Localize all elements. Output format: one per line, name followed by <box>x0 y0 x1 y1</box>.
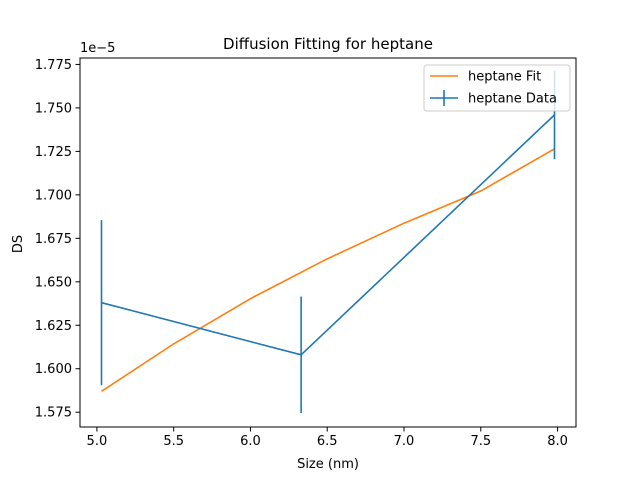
series-line-1 <box>101 114 556 356</box>
x-tick-label: 7.0 <box>394 434 415 449</box>
y-tick-label: 1.775 <box>35 58 72 73</box>
chart-title: Diffusion Fitting for heptane <box>223 35 433 53</box>
y-tick-label: 1.600 <box>35 362 72 377</box>
y-tick-label: 1.650 <box>35 275 72 290</box>
x-tick-label: 5.0 <box>87 434 108 449</box>
x-tick-label: 7.5 <box>470 434 491 449</box>
legend-label: heptane Fit <box>468 70 541 85</box>
y-offset-label: 1e−5 <box>80 41 115 56</box>
y-tick-label: 1.675 <box>35 232 72 247</box>
y-tick-label: 1.625 <box>35 319 72 334</box>
y-tick-label: 1.700 <box>35 188 72 203</box>
axes: 5.0 5.5 6.0 6.5 7.0 7.5 8.0 1.575 1.600 1.625 1.65… <box>35 57 577 449</box>
x-tick-label: 6.5 <box>317 434 338 449</box>
plot-area <box>100 70 556 414</box>
y-tick-label: 1.575 <box>35 406 72 421</box>
series-line-0 <box>101 148 555 393</box>
y-tick-label: 1.750 <box>35 101 72 116</box>
y-tick-label: 1.725 <box>35 145 72 160</box>
legend: heptane Fit heptane Data <box>423 64 571 112</box>
y-axis-label: DS <box>11 235 26 253</box>
x-tick-label: 6.0 <box>240 434 261 449</box>
x-tick-label: 5.5 <box>163 434 184 449</box>
legend-label: heptane Data <box>468 92 557 107</box>
axes-frame <box>79 57 577 428</box>
x-axis-label: Size (nm) <box>297 457 359 472</box>
legend-box <box>423 64 571 112</box>
x-tick-label: 8.0 <box>547 434 568 449</box>
